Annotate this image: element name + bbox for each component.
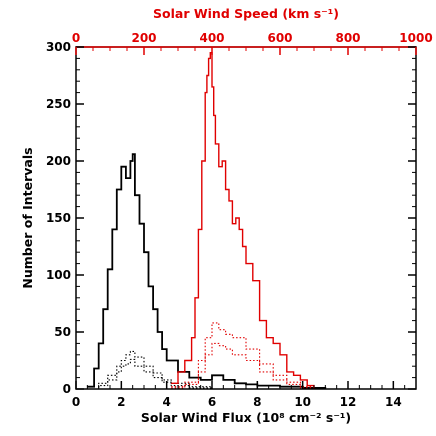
- top-x-tick-label: 600: [267, 31, 292, 45]
- y-tick-label: 150: [46, 211, 71, 225]
- y-tick-label: 300: [46, 40, 71, 54]
- series-line-4: [171, 322, 315, 389]
- y-tick-label: 200: [46, 154, 71, 168]
- x-tick-label: 2: [117, 395, 125, 409]
- x-tick-label: 4: [162, 395, 170, 409]
- x-tick-label: 14: [385, 395, 402, 409]
- series-line-2: [89, 358, 213, 390]
- x-tick-label: 10: [294, 395, 311, 409]
- y-axis-title: Number of Intervals: [20, 147, 35, 288]
- top-x-tick-label: 200: [131, 31, 156, 45]
- x-tick-label: 8: [253, 395, 261, 409]
- x-tick-label: 0: [72, 395, 80, 409]
- series-line-0: [87, 153, 327, 389]
- x-tick-label: 6: [208, 395, 216, 409]
- series-line-3: [171, 52, 315, 389]
- series-line-5: [171, 342, 315, 389]
- y-tick-label: 50: [54, 325, 71, 339]
- x-tick-label: 12: [340, 395, 357, 409]
- plot-frame: [75, 46, 417, 390]
- top-x-tick-label: 1000: [399, 31, 432, 45]
- y-tick-label: 100: [46, 268, 71, 282]
- series-layer: [87, 52, 327, 390]
- y-tick-label: 250: [46, 97, 71, 111]
- y-tick-label: 0: [63, 382, 71, 396]
- top-axis-title: Solar Wind Speed (km s⁻¹): [153, 6, 339, 21]
- x-axis-title: Solar Wind Flux (10⁸ cm⁻² s⁻¹): [141, 410, 351, 425]
- top-x-tick-label: 800: [335, 31, 360, 45]
- top-x-tick-label: 0: [72, 31, 80, 45]
- series-line-1: [89, 350, 213, 390]
- top-x-tick-label: 400: [199, 31, 224, 45]
